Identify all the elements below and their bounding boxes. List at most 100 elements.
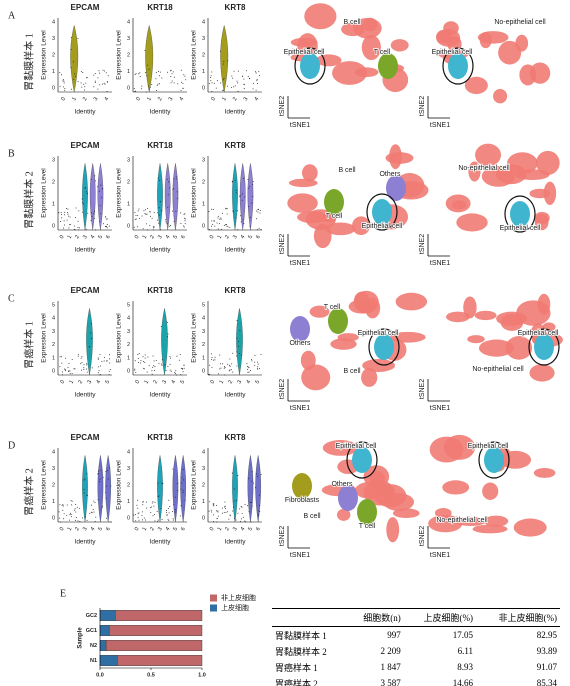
cell-dot bbox=[184, 213, 186, 215]
cell-dot bbox=[222, 63, 224, 65]
cell-dot bbox=[167, 507, 169, 509]
x-tick-label: 2 bbox=[228, 379, 235, 385]
y-tick-label: 1 bbox=[127, 69, 130, 75]
cell-dot bbox=[246, 70, 248, 72]
cluster-label: No-epithelial cell bbox=[458, 165, 510, 172]
cell-dot bbox=[94, 210, 96, 212]
cell-dot bbox=[97, 470, 99, 472]
cell-dot bbox=[235, 189, 237, 191]
cell-dot bbox=[252, 196, 254, 198]
cell-dot bbox=[220, 228, 222, 230]
cell-dot bbox=[214, 359, 216, 361]
cell-dot bbox=[140, 360, 142, 362]
cell-dot bbox=[149, 507, 151, 509]
cell-cloud bbox=[478, 339, 514, 357]
cell-cluster bbox=[338, 485, 358, 511]
cell-dot bbox=[243, 223, 245, 225]
cell-dot bbox=[183, 213, 185, 215]
table-cell: 14.66 bbox=[403, 675, 477, 686]
cell-dot bbox=[71, 504, 73, 506]
table-cell: 胃癌样本 1 bbox=[275, 662, 318, 673]
y-tick-label: 4 bbox=[52, 449, 55, 455]
cell-dot bbox=[135, 218, 137, 220]
cell-dot bbox=[218, 223, 220, 225]
cell-dot bbox=[97, 77, 99, 79]
cell-dot bbox=[106, 218, 108, 220]
cell-dot bbox=[94, 73, 96, 75]
cell-dot bbox=[227, 226, 229, 228]
cell-dot bbox=[86, 371, 88, 373]
cell-dot bbox=[109, 362, 111, 364]
y-tick-label: 2 bbox=[127, 342, 130, 348]
panel-letter: D bbox=[8, 440, 15, 451]
x-tick-label: 0 bbox=[59, 526, 66, 532]
cell-dot bbox=[142, 228, 144, 230]
cell-dot bbox=[169, 506, 171, 508]
x-tick-label: 1 bbox=[219, 379, 226, 385]
cell-cloud bbox=[464, 76, 488, 95]
x-axis-label: Identity bbox=[150, 392, 172, 399]
y-axis-label: Expression Level bbox=[191, 313, 198, 363]
cell-dot bbox=[240, 505, 242, 507]
cell-dot bbox=[104, 225, 106, 227]
cell-dot bbox=[144, 212, 146, 214]
cell-dot bbox=[169, 187, 171, 189]
cell-dot bbox=[152, 227, 154, 229]
cell-dot bbox=[158, 495, 160, 497]
cell-dot bbox=[104, 356, 106, 358]
y-tick-label: 4 bbox=[127, 449, 130, 455]
cell-dot bbox=[68, 362, 70, 364]
cell-cloud bbox=[353, 17, 382, 39]
cell-dot bbox=[73, 61, 75, 63]
cell-dot bbox=[248, 367, 250, 369]
x-tick-label: 0 bbox=[209, 526, 216, 532]
cell-dot bbox=[100, 469, 102, 471]
cell-cloud bbox=[322, 440, 359, 456]
cell-dot bbox=[80, 71, 82, 73]
x-tick-label: 5 bbox=[255, 379, 262, 385]
cell-dot bbox=[102, 69, 104, 71]
cell-dot bbox=[234, 85, 236, 87]
cell-dot bbox=[63, 214, 65, 216]
cell-dot bbox=[250, 370, 252, 372]
cell-dot bbox=[160, 326, 162, 328]
y-tick-label: 0 bbox=[202, 515, 205, 521]
cell-dot bbox=[158, 207, 160, 209]
cell-dot bbox=[61, 217, 63, 219]
tsne-axis-label: tSNE2 bbox=[279, 379, 286, 399]
cell-dot bbox=[80, 357, 82, 359]
cell-dot bbox=[166, 511, 168, 513]
cell-cluster bbox=[534, 334, 554, 360]
cell-dot bbox=[135, 514, 137, 516]
cell-dot bbox=[225, 223, 227, 225]
violin bbox=[164, 163, 171, 231]
cell-cloud bbox=[467, 335, 485, 344]
table-cell: 1 847 bbox=[380, 662, 401, 672]
cell-dot bbox=[137, 513, 139, 515]
cell-dot bbox=[134, 91, 136, 93]
cell-dot bbox=[220, 82, 222, 84]
cell-cloud bbox=[498, 40, 522, 65]
cell-dot bbox=[161, 210, 163, 212]
cell-dot bbox=[228, 364, 230, 366]
cell-dot bbox=[68, 519, 70, 521]
cell-dot bbox=[152, 355, 154, 357]
cell-dot bbox=[217, 228, 219, 230]
cell-dot bbox=[83, 492, 85, 494]
cell-cloud bbox=[475, 143, 502, 167]
cell-dot bbox=[59, 72, 61, 74]
cell-dot bbox=[93, 86, 95, 88]
cell-dot bbox=[255, 71, 257, 73]
cell-dot bbox=[239, 508, 241, 510]
sample-label: 胃癌样本 2 bbox=[22, 468, 35, 516]
cell-dot bbox=[167, 206, 169, 208]
cell-dot bbox=[141, 511, 143, 513]
cell-dot bbox=[144, 357, 146, 359]
cell-dot bbox=[214, 225, 216, 227]
cluster-label: Epithelial cell bbox=[500, 225, 541, 232]
cell-dot bbox=[135, 215, 137, 217]
cell-dot bbox=[158, 222, 160, 224]
cell-dot bbox=[211, 225, 213, 227]
cell-dot bbox=[66, 504, 68, 506]
x-tick-label: 0 bbox=[210, 379, 217, 385]
